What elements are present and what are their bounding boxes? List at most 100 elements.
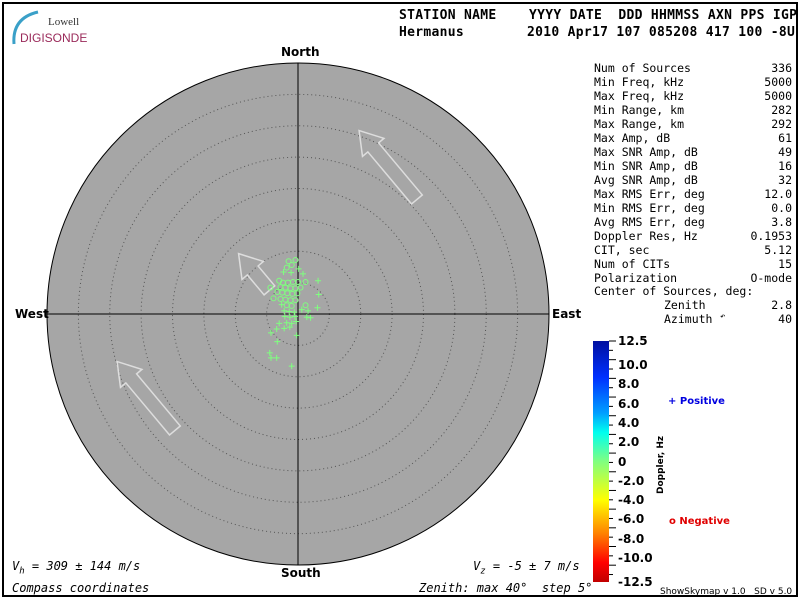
compass-north: North bbox=[281, 45, 320, 59]
azimuth-value: 40 bbox=[778, 312, 792, 326]
vh-readout: Vh = 309 ± 144 m/s bbox=[12, 559, 141, 577]
stat-value: O-mode bbox=[750, 271, 792, 285]
source-point-positive bbox=[300, 270, 307, 277]
source-point-positive bbox=[307, 314, 314, 321]
stat-row: Max SNR Amp, dB 49 bbox=[594, 145, 792, 159]
source-point-negative bbox=[302, 302, 309, 309]
stat-label: Max SNR Amp, dB bbox=[594, 145, 698, 159]
stat-label: Max Freq, kHz bbox=[594, 89, 685, 103]
source-point-negative bbox=[294, 290, 301, 297]
source-point-positive bbox=[280, 268, 287, 275]
stat-row: Max Range, km 292 bbox=[594, 117, 792, 131]
source-point-positive bbox=[286, 324, 293, 331]
source-point-positive bbox=[288, 363, 295, 370]
digisonde-logo: Lowell DIGISONDE bbox=[10, 8, 88, 48]
stat-row: Doppler Res, Hz 0.1953 bbox=[594, 229, 792, 243]
source-point-positive bbox=[291, 309, 298, 316]
stat-row: Min Freq, kHz 5000 bbox=[594, 75, 792, 89]
source-point-positive bbox=[288, 269, 295, 276]
stat-row: Polarization O-mode bbox=[594, 271, 792, 285]
velocity-arrow-icon bbox=[358, 129, 424, 206]
colorbar-tick-label: -10.0 bbox=[618, 550, 653, 565]
stat-value: 292 bbox=[771, 117, 792, 131]
stat-label: Min Freq, kHz bbox=[594, 75, 685, 89]
source-point-negative bbox=[295, 278, 301, 285]
compass-east: East bbox=[552, 307, 582, 321]
source-point-negative bbox=[297, 284, 304, 291]
source-point-positive bbox=[314, 304, 321, 311]
source-point-positive bbox=[315, 291, 322, 298]
colorbar-tick-label: -12.5 bbox=[618, 575, 653, 589]
source-point-negative bbox=[288, 302, 295, 309]
center-label: Center of Sources, deg: bbox=[594, 284, 754, 298]
stat-label: Num of CITs bbox=[594, 257, 671, 271]
source-point-positive bbox=[288, 320, 295, 327]
stat-label: CIT, sec bbox=[594, 243, 650, 257]
coords-note: Compass coordinates bbox=[12, 581, 150, 595]
compass-west: West bbox=[15, 307, 49, 321]
source-point-positive bbox=[283, 319, 290, 326]
source-point-negative bbox=[288, 262, 295, 269]
source-point-positive bbox=[268, 329, 275, 336]
stat-row: Max Freq, kHz 5000 bbox=[594, 89, 792, 103]
velocity-arrow-icon bbox=[237, 252, 276, 296]
colorbar-tick-label: -2.0 bbox=[618, 473, 645, 488]
source-point-negative bbox=[285, 258, 292, 265]
stat-label: Polarization bbox=[594, 271, 678, 285]
source-point-positive bbox=[281, 313, 288, 320]
colorbar-tick-label: -6.0 bbox=[618, 512, 645, 527]
legend-negative: o Negative bbox=[669, 516, 730, 527]
legend-negative-label: Negative bbox=[679, 516, 730, 527]
stat-value: 5000 bbox=[764, 75, 792, 89]
colorbar-ticks bbox=[609, 340, 616, 576]
source-point-positive bbox=[286, 314, 293, 321]
colorbar-tick-label: -8.0 bbox=[618, 531, 645, 546]
azimuth-label: Azimuth bbox=[664, 312, 713, 326]
vz-value: = -5 ± 7 m/s bbox=[492, 559, 580, 573]
stat-label: Avg RMS Err, deg bbox=[594, 215, 705, 229]
center-azimuth: Azimuth ↶ 40 bbox=[664, 312, 792, 326]
source-point-positive bbox=[286, 308, 293, 315]
stat-value: 61 bbox=[778, 131, 792, 145]
source-point-positive bbox=[273, 326, 280, 333]
source-point-positive bbox=[278, 301, 285, 308]
colorbar-tick-label: 6.0 bbox=[618, 396, 640, 411]
logo-text-top: Lowell bbox=[48, 16, 80, 28]
colorbar-tick-label: 12.5 bbox=[618, 334, 648, 348]
stat-label: Avg SNR Amp, dB bbox=[594, 173, 698, 187]
velocity-arrow-icon bbox=[116, 360, 182, 437]
stat-value: 0.1953 bbox=[750, 229, 792, 243]
source-point-negative bbox=[283, 264, 290, 271]
legend-positive: + Positive bbox=[668, 396, 725, 407]
stat-value: 49 bbox=[778, 145, 792, 159]
stat-label: Max Amp, dB bbox=[594, 131, 671, 145]
source-point-negative bbox=[267, 284, 274, 291]
stat-row: Num of CITs 15 bbox=[594, 257, 792, 271]
stat-label: Max RMS Err, deg bbox=[594, 187, 705, 201]
source-point-positive bbox=[273, 354, 280, 361]
source-point-positive bbox=[291, 313, 298, 320]
source-point-positive bbox=[315, 277, 322, 284]
stat-value: 12.0 bbox=[764, 187, 792, 201]
stat-value: 15 bbox=[778, 257, 792, 271]
logo-text-bottom: DIGISONDE bbox=[20, 31, 88, 45]
colorbar-tick-label: 2.0 bbox=[618, 435, 640, 450]
source-point-positive bbox=[305, 307, 312, 314]
source-point-positive bbox=[281, 325, 288, 332]
source-point-positive bbox=[293, 332, 300, 339]
stat-row: Max RMS Err, deg 12.0 bbox=[594, 187, 792, 201]
source-point-positive bbox=[274, 338, 281, 345]
header-values: 2010 Apr17 107 085208 417 100 -8U bbox=[527, 25, 796, 40]
stat-row: Avg RMS Err, deg 3.8 bbox=[594, 215, 792, 229]
colorbar-tick-label: 10.0 bbox=[618, 358, 648, 373]
stat-row: Num of Sources 336 bbox=[594, 61, 792, 75]
stat-row: CIT, sec 5.12 bbox=[594, 243, 792, 257]
stat-label: Min Range, km bbox=[594, 103, 685, 117]
colorbar-tick-label: 4.0 bbox=[618, 415, 640, 430]
source-point-positive bbox=[298, 306, 305, 313]
stat-row: Avg SNR Amp, dB 32 bbox=[594, 173, 792, 187]
zenith-label: Zenith bbox=[664, 298, 706, 312]
source-point-positive bbox=[303, 314, 310, 321]
stat-label: Num of Sources bbox=[594, 61, 691, 75]
